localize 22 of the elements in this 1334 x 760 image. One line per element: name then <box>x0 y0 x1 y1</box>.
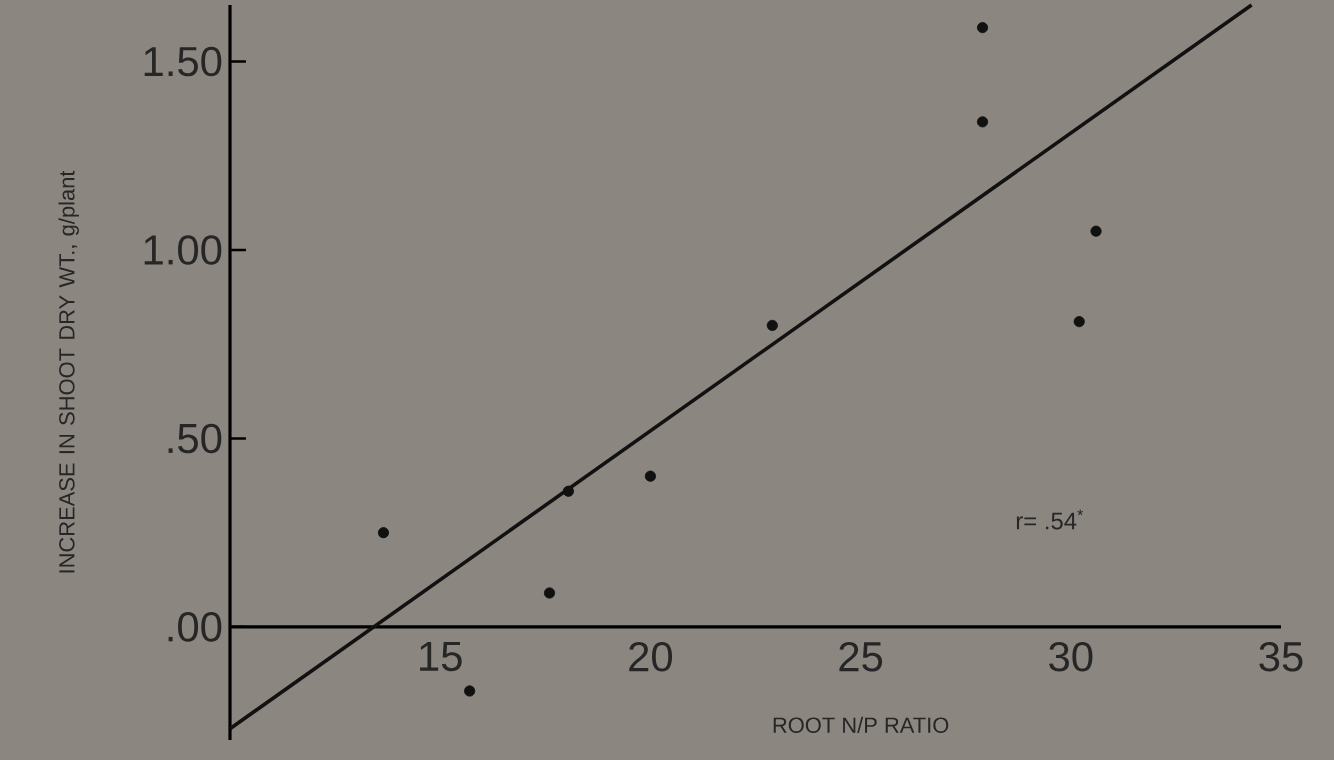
point <box>976 22 989 34</box>
y-tick-label: .00 <box>168 612 222 642</box>
y-tick-label: 1.00 <box>144 235 222 265</box>
x-tick-label: 25 <box>839 641 883 672</box>
annotation: r= .54$^{*}$ <box>1016 509 1084 530</box>
y-axis-title: INCREASE IN SHOOT DRY WT., g/plant <box>58 170 79 573</box>
point <box>1073 316 1085 328</box>
point <box>1090 225 1102 237</box>
x-tick-label: 35 <box>1259 641 1303 672</box>
x-tick-label: 30 <box>1049 641 1093 672</box>
y-tick-label: 1.50 <box>144 46 222 77</box>
y-tick-label: .50 <box>168 423 222 454</box>
point <box>644 470 656 482</box>
point <box>464 685 476 697</box>
x-tick-label: 15 <box>420 641 462 672</box>
point <box>562 485 575 497</box>
point <box>377 527 390 539</box>
x-axis-title: ROOT N/P RATIO <box>773 716 949 733</box>
x-tick-label: 20 <box>629 641 673 672</box>
point <box>976 116 989 128</box>
point <box>543 587 556 599</box>
point <box>766 319 778 331</box>
